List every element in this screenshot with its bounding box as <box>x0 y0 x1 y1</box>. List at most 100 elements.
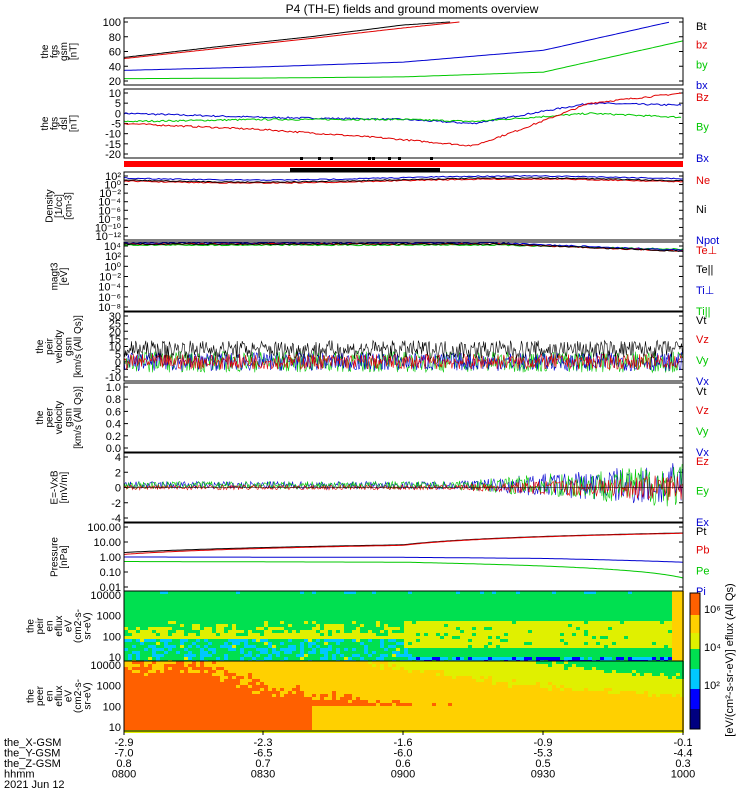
spectro-cell <box>544 621 548 624</box>
spectro-cell <box>448 612 452 615</box>
spectro-cell <box>312 597 316 600</box>
spectro-cell <box>192 636 196 639</box>
spectro-cell <box>436 606 440 609</box>
spectro-cell <box>216 661 220 664</box>
spectro-cell <box>620 633 624 636</box>
spectro-cell <box>244 673 248 676</box>
spectro-cell <box>312 661 316 664</box>
peir-velocity-series-1 <box>123 351 683 372</box>
spectro-cell <box>444 654 448 657</box>
spectro-cell <box>344 676 348 679</box>
spectro-cell <box>264 639 268 642</box>
spectro-cell <box>204 685 208 688</box>
spectro-cell <box>664 600 668 603</box>
spectro-cell <box>232 673 236 676</box>
spectro-cell <box>556 624 560 627</box>
ytick-label: -10 <box>105 129 121 141</box>
spectro-cell <box>516 657 520 660</box>
spectro-cell <box>176 673 180 676</box>
spectro-cell <box>376 594 380 597</box>
spectro-cell <box>604 618 608 621</box>
spectro-cell <box>176 603 180 606</box>
spectro-cell <box>456 597 460 600</box>
spectro-cell <box>200 688 204 691</box>
spectro-cell <box>156 642 160 645</box>
spectro-cell <box>352 639 356 642</box>
spectro-cell <box>224 727 228 730</box>
spectro-cell <box>292 597 296 600</box>
spectro-cell <box>248 639 252 642</box>
ylabel-peir-vel: velocity <box>54 330 65 363</box>
spectro-cell <box>544 645 548 648</box>
spectro-cell <box>540 654 544 657</box>
spectro-cell <box>372 600 376 603</box>
spectro-cell <box>304 706 308 709</box>
spectro-cell <box>144 724 148 727</box>
spectro-cell <box>344 654 348 657</box>
spectro-cell <box>604 648 608 651</box>
spectro-cell <box>620 618 624 621</box>
spectro-cell <box>200 682 204 685</box>
spectro-cell <box>208 685 212 688</box>
spectro-cell <box>372 594 376 597</box>
spectro-cell <box>160 621 164 624</box>
spectro-cell <box>252 715 256 718</box>
spectro-cell <box>664 651 668 654</box>
spectro-cell <box>220 664 224 667</box>
spectro-cell <box>152 679 156 682</box>
spectro-cell <box>508 591 512 594</box>
spectro-cell <box>300 630 304 633</box>
spectro-cell <box>224 657 228 660</box>
spectro-cell <box>296 636 300 639</box>
spectro-cell <box>476 633 480 636</box>
spectro-cell <box>388 648 392 651</box>
spectro-cell <box>156 664 160 667</box>
spectro-cell <box>420 633 424 636</box>
spectro-cell <box>676 603 680 606</box>
spectro-cell <box>236 706 240 709</box>
spectro-cell <box>356 648 360 651</box>
spectro-cell <box>492 657 496 660</box>
spectro-cell <box>296 615 300 618</box>
spectro-cell <box>256 633 260 636</box>
spectro-cell <box>216 724 220 727</box>
spectro-cell <box>256 648 260 651</box>
spectro-cell <box>272 603 276 606</box>
spectro-cell <box>332 606 336 609</box>
spectro-cell <box>312 724 316 727</box>
spectro-cell <box>268 594 272 597</box>
spectro-cell <box>264 688 268 691</box>
spectro-cell <box>336 627 340 630</box>
spectro-cell <box>356 591 360 594</box>
spectro-cell <box>628 603 632 606</box>
spectro-cell <box>320 700 324 703</box>
spectro-cell <box>636 648 640 651</box>
spectro-cell <box>212 642 216 645</box>
spectro-cell <box>328 630 332 633</box>
spectro-cell <box>400 600 404 603</box>
spectro-cell <box>608 612 612 615</box>
spectro-cell <box>180 651 184 654</box>
spectro-cell <box>660 594 664 597</box>
spectro-cell <box>152 597 156 600</box>
spectro-cell <box>648 609 652 612</box>
spectro-cell <box>432 597 436 600</box>
spectro-cell <box>440 597 444 600</box>
spectro-cell <box>248 721 252 724</box>
spectro-cell <box>156 712 160 715</box>
spectro-cell <box>560 627 564 630</box>
spectro-cell <box>148 697 152 700</box>
spectro-cell <box>468 600 472 603</box>
ylabel-density: [cm-3] <box>64 192 75 220</box>
spectro-cell <box>160 691 164 694</box>
spectro-cell <box>224 670 228 673</box>
spectro-cell <box>600 594 604 597</box>
spectro-cell <box>224 633 228 636</box>
spectro-cell <box>188 597 192 600</box>
spectro-cell <box>532 624 536 627</box>
spectro-cell <box>224 709 228 712</box>
spectro-cell <box>232 609 236 612</box>
panel-density: Density[1/cc][cm-3]10²10⁰10⁻²10⁻⁴10⁻⁶10⁻… <box>45 171 720 247</box>
spectro-cell <box>144 694 148 697</box>
spectro-cell <box>264 651 268 654</box>
